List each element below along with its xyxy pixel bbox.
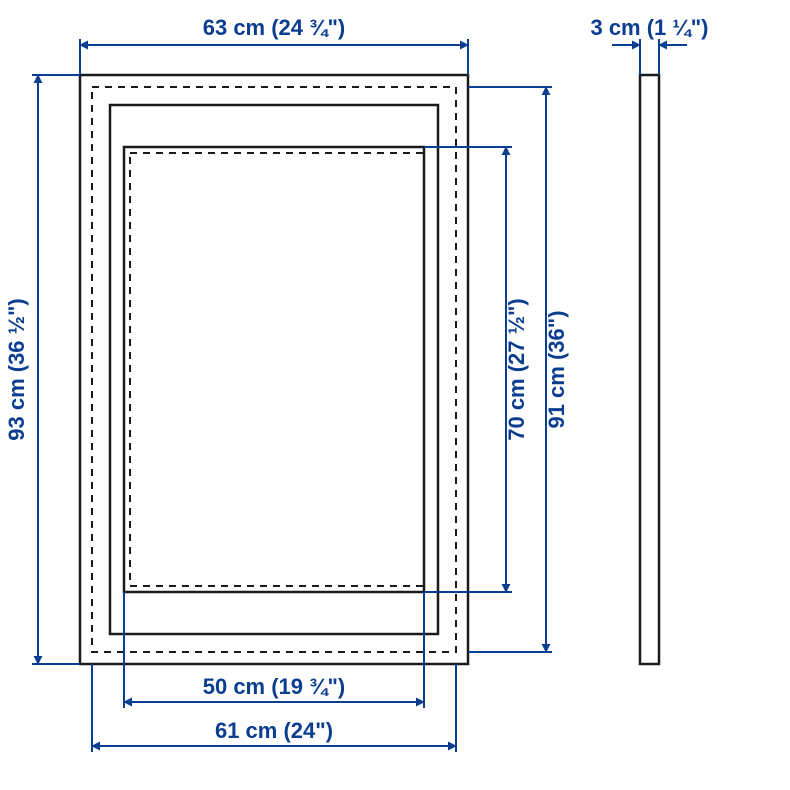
- dim-bottom-inner-label: 50 cm (19 ¾"): [203, 674, 346, 699]
- front-picture-dashed: [130, 153, 424, 586]
- front-outer-dashed: [92, 87, 456, 652]
- dim-top-outer: 63 cm (24 ¾"): [80, 15, 468, 45]
- front-outer-frame: [80, 75, 468, 664]
- dim-bottom-outer-label: 61 cm (24"): [215, 718, 333, 743]
- dim-right-inner-label: 70 cm (27 ½"): [504, 298, 529, 441]
- dim-right-outer-label: 91 cm (36"): [544, 310, 569, 428]
- dim-right-inner: 70 cm (27 ½"): [504, 147, 529, 592]
- dim-bottom-outer: 61 cm (24"): [92, 718, 456, 746]
- dim-top-outer-label: 63 cm (24 ¾"): [203, 15, 346, 40]
- dim-left-outer-label: 93 cm (36 ½"): [4, 298, 29, 441]
- side-profile: [640, 75, 659, 664]
- dim-bottom-inner: 50 cm (19 ¾"): [124, 674, 424, 702]
- dim-top-side-label: 3 cm (1 ¼"): [590, 15, 708, 40]
- dim-right-outer: 91 cm (36"): [544, 87, 569, 652]
- front-picture-opening: [124, 147, 424, 592]
- dim-left-outer: 93 cm (36 ½"): [4, 75, 38, 664]
- front-mat-outer: [110, 105, 438, 634]
